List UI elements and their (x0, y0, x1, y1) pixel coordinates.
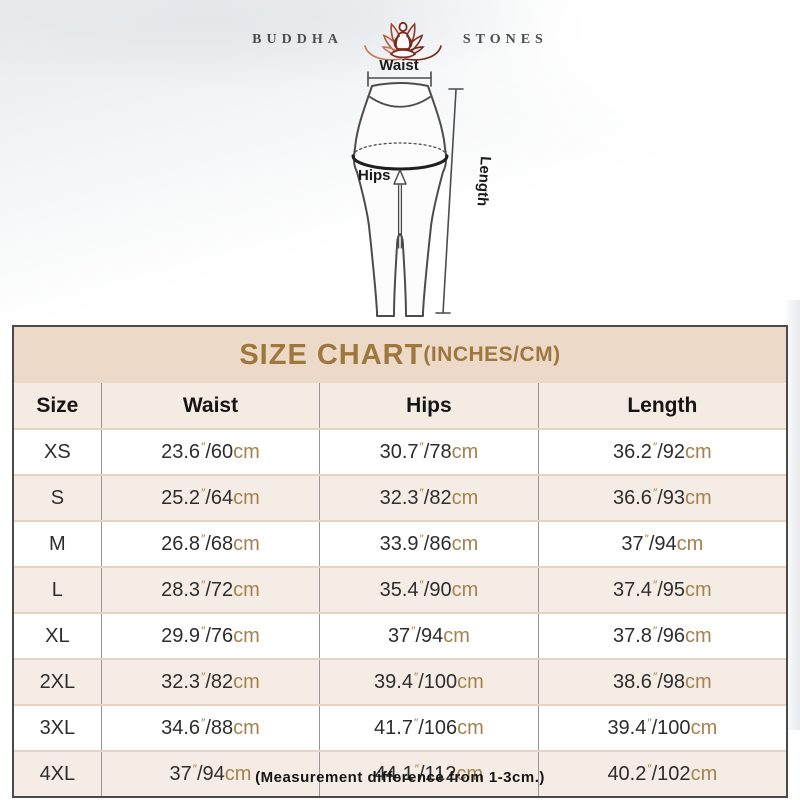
brand-word-left: BUDDHA (252, 32, 343, 47)
column-header-row: Size Waist Hips Length (14, 383, 786, 429)
waist-label: Waist (379, 57, 418, 74)
length-value: 38.6″/98cm (537, 658, 786, 705)
size-label: 2XL (14, 658, 102, 705)
waist-value: 23.6″/60cm (100, 428, 320, 475)
lotus-meditation-icon (364, 21, 442, 61)
brand-logo: BUDDHA (0, 12, 800, 68)
size-chart-table: SIZE CHART (INCHES/CM) Size Waist Hips L… (12, 325, 788, 798)
size-label: M (14, 520, 102, 567)
length-value: 36.6″/93cm (537, 474, 786, 521)
hips-value: 35.4″/90cm (319, 566, 539, 613)
length-label: Length (474, 156, 494, 207)
size-label: S (14, 474, 102, 521)
hips-value: 39.4″/100cm (319, 658, 539, 705)
size-row-L: L 28.3″/72cm 35.4″/90cm 37.4″/95cm (14, 566, 786, 613)
size-row-M: M 26.8″/68cm 33.9″/86cm 37″/94cm (14, 520, 786, 567)
column-header-hips: Hips (319, 383, 539, 429)
size-row-4XL: 4XL 37″/94cm 44.1″/112cm 40.2″/102cm (14, 750, 786, 796)
hips-value: 44.1″/112cm (319, 750, 539, 796)
size-chart-title-row: SIZE CHART (INCHES/CM) (14, 327, 786, 383)
size-table-body: XS 23.6″/60cm 30.7″/78cm 36.2″/92cm S 25.2″/6… (14, 428, 786, 796)
size-row-3XL: 3XL 34.6″/88cm 41.7″/106cm 39.4″/100cm (14, 704, 786, 751)
hips-value: 41.7″/106cm (319, 704, 539, 751)
size-label: XL (14, 612, 102, 659)
length-value: 39.4″/100cm (537, 704, 786, 751)
waist-value: 34.6″/88cm (100, 704, 320, 751)
size-label: XS (14, 428, 102, 475)
size-row-S: S 25.2″/64cm 32.3″/82cm 36.6″/93cm (14, 474, 786, 521)
leggings-measurement-diagram: Waist Hips Length (308, 50, 520, 328)
length-value: 37.8″/96cm (537, 612, 786, 659)
column-header-size: Size (14, 383, 102, 429)
measurement-footnote: (Measurement difference from 1-3cm.) (255, 769, 545, 786)
column-header-waist: Waist (100, 383, 320, 429)
waist-value: 26.8″/68cm (100, 520, 320, 567)
size-row-XS: XS 23.6″/60cm 30.7″/78cm 36.2″/92cm (14, 428, 786, 475)
size-label: 4XL (14, 750, 102, 796)
waist-value: 25.2″/64cm (100, 474, 320, 521)
waist-value: 37″/94cm (100, 750, 320, 796)
hips-value: 30.7″/78cm (319, 428, 539, 475)
waist-value: 32.3″/82cm (100, 658, 320, 705)
size-row-XL: XL 29.9″/76cm 37″/94cm 37.8″/96cm (14, 612, 786, 659)
length-value: 40.2″/102cm (537, 750, 786, 796)
hips-value: 32.3″/82cm (319, 474, 539, 521)
size-label: L (14, 566, 102, 613)
waist-value: 29.9″/76cm (100, 612, 320, 659)
hips-value: 33.9″/86cm (319, 520, 539, 567)
size-chart-title-units: (INCHES/CM) (423, 343, 561, 366)
length-value: 37″/94cm (537, 520, 786, 567)
brand-word-right: STONES (462, 32, 548, 47)
length-value: 37.4″/95cm (537, 566, 786, 613)
column-header-length: Length (537, 383, 786, 429)
hips-value: 37″/94cm (319, 612, 539, 659)
size-row-2XL: 2XL 32.3″/82cm 39.4″/100cm 38.6″/98cm (14, 658, 786, 705)
size-chart-title: SIZE CHART (239, 338, 424, 371)
hips-label: Hips (358, 167, 391, 184)
waist-value: 28.3″/72cm (100, 566, 320, 613)
background-shading (784, 300, 800, 730)
size-label: 3XL (14, 704, 102, 751)
length-value: 36.2″/92cm (537, 428, 786, 475)
